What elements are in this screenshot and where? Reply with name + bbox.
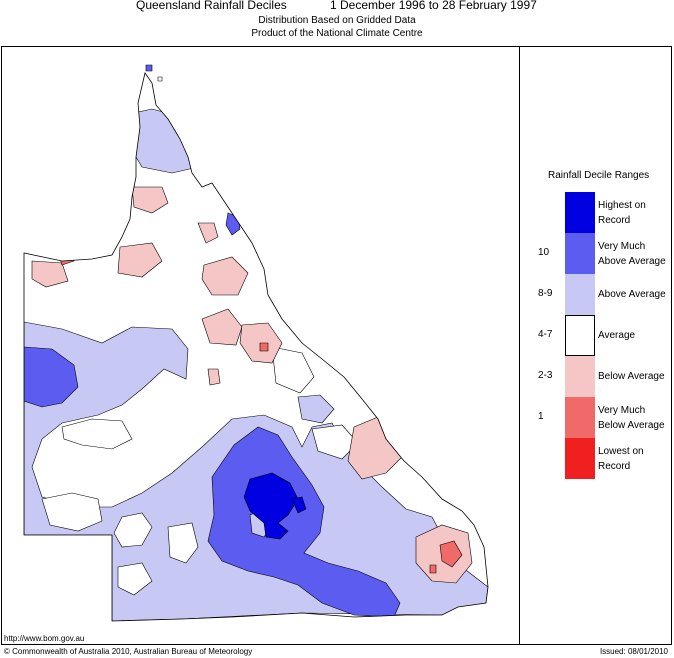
region-below-average: [207, 368, 221, 386]
region-average-hole: [61, 418, 133, 450]
region-below-average-gulf: [31, 260, 69, 288]
legend-title: Rainfall Decile Ranges: [548, 170, 650, 181]
legend-row-highest-on-record: Highest on Record: [535, 192, 670, 233]
region-above-average-cape: [129, 108, 199, 174]
legend-code: 4-7: [538, 329, 553, 340]
region-average-hole: [271, 346, 315, 394]
region-very-much-above-west: [24, 346, 79, 408]
legend-label: Average: [598, 330, 636, 341]
region-average-hole: [117, 562, 153, 596]
island-north: [145, 64, 153, 72]
legend-swatch: [565, 192, 595, 233]
legend-swatch: [565, 397, 595, 438]
legend-row-below-average: 2-3 Below Average: [535, 356, 670, 397]
legend-swatch: [565, 274, 595, 315]
queensland-decile-map: [23, 64, 489, 622]
legend-swatch: [565, 356, 595, 397]
region-highest-on-record-small: [291, 496, 307, 514]
region-above-average-coast: [297, 394, 335, 424]
region-below-average: [201, 308, 243, 346]
legend-code: 1: [538, 411, 544, 422]
legend-swatch: [565, 315, 595, 356]
legend-label: Above Average: [598, 289, 666, 300]
island-north: [157, 76, 163, 82]
legend-row-lowest-on-record: Lowest on Record: [535, 438, 670, 479]
region-very-much-below: [259, 342, 269, 352]
legend-label: Lowest on Record: [598, 446, 644, 472]
legend-row-above-average: 8-9 Above Average: [535, 274, 670, 315]
region-highest-on-record: [243, 472, 299, 540]
map-title: Queensland Rainfall Deciles: [136, 0, 287, 12]
region-very-much-above-central: [207, 426, 401, 618]
region-below-average: [131, 186, 169, 214]
footer-url: http://www.bom.gov.au: [4, 634, 85, 643]
map-subtitle-distribution: Distribution Based on Gridded Data: [258, 15, 416, 26]
map-period: 1 December 1996 to 28 February 1997: [330, 0, 537, 12]
legend-label: Highest on Record: [598, 200, 646, 226]
legend-row-average: 4-7 Average: [535, 315, 670, 356]
legend-label: Very Much Above Average: [598, 241, 666, 267]
map-frame: [1, 46, 672, 645]
legend-code: 2-3: [538, 370, 553, 381]
region-very-much-below: [429, 564, 437, 574]
region-below-average: [117, 242, 163, 278]
legend-code: 10: [538, 247, 550, 258]
queensland-outline: [23, 72, 489, 622]
legend-label: Very Much Below Average: [598, 405, 665, 431]
map-subtitle-product: Product of the National Climate Centre: [251, 28, 423, 39]
region-average-hole: [41, 492, 103, 532]
region-below-average: [197, 222, 219, 244]
region-below-average: [201, 256, 249, 296]
legend-code: 8-9: [538, 288, 553, 299]
legend-label: Below Average: [598, 371, 665, 382]
legend-row-very-much-below: 1 Very Much Below Average: [535, 397, 670, 438]
footer-copyright: © Commonwealth of Australia 2010, Austra…: [4, 647, 253, 656]
footer-issued-date: Issued: 08/01/2010: [599, 647, 668, 656]
legend-swatch: [565, 438, 595, 479]
legend-divider: [519, 46, 520, 645]
region-average-hole: [113, 512, 153, 548]
region-very-much-below-southeast: [439, 540, 463, 568]
region-average-hole: [167, 522, 199, 564]
legend-swatch: [565, 233, 595, 274]
legend-row-very-much-above: 10 Very Much Above Average: [535, 233, 670, 274]
